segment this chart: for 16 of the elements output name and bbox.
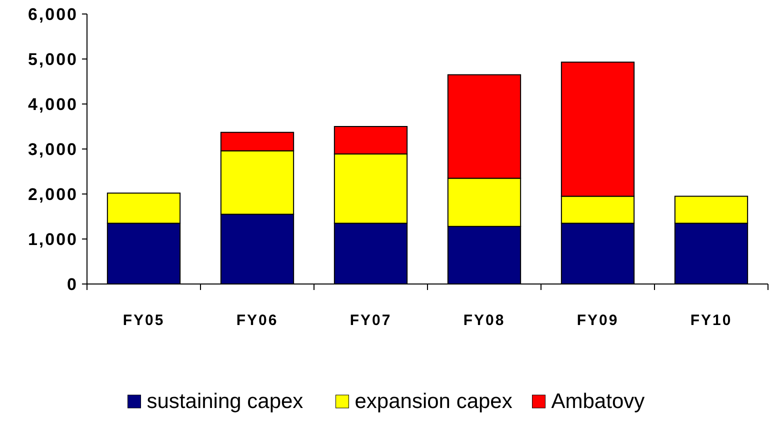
x-tick-label: FY07 (350, 312, 392, 329)
y-tick-label: 1,000 (28, 230, 78, 249)
y-tick-label: 3,000 (28, 140, 78, 159)
y-tick-label: 0 (67, 274, 78, 294)
y-tick-label: 6,000 (28, 4, 78, 24)
y-tick-label: 5,000 (28, 50, 78, 69)
x-tick-label: FY09 (576, 312, 619, 329)
legend-label: sustaining capex (146, 390, 304, 413)
x-tick-label: FY10 (690, 312, 732, 329)
y-tick-label: 2,000 (28, 184, 78, 204)
x-tick-label: FY05 (122, 312, 165, 329)
x-tick-label: FY06 (236, 312, 278, 329)
legend-label: Ambatovy (551, 390, 646, 413)
legend-label: expansion capex (354, 390, 513, 413)
x-tick-label: FY08 (463, 312, 506, 329)
y-tick-label: 4,000 (28, 94, 78, 114)
